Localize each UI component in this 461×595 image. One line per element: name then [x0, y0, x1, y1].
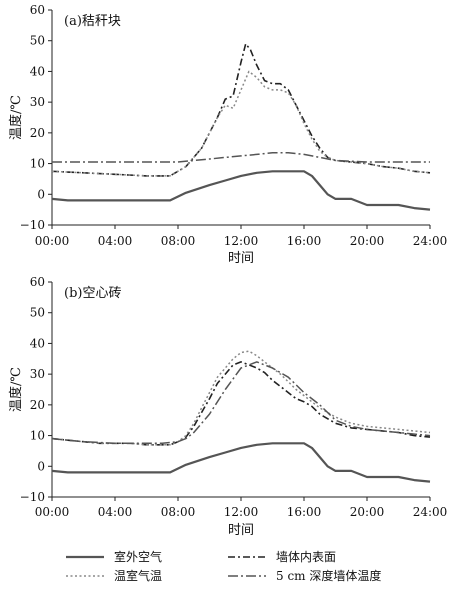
x-tick-label: 04:00: [98, 505, 133, 519]
x-tick-label: 04:00: [98, 234, 133, 248]
y-tick-label: 40: [30, 336, 45, 350]
y-tick-label: −10: [20, 490, 45, 504]
legend-label-greenhouse-air: 温室气温: [114, 568, 162, 583]
x-tick-label: 00:00: [35, 505, 70, 519]
chart-panel-a: 60 50 40 30 20 10 0 −10 00:00 04:00 08:00 12:00 16:0…: [8, 3, 447, 266]
x-axis-title: 时间: [228, 251, 254, 266]
y-tick-label: 10: [30, 429, 45, 443]
legend-label-wall-inner-surface: 墙体内表面: [276, 550, 336, 564]
x-tick-label: 16:00: [287, 234, 322, 248]
x-tick-label: 16:00: [287, 505, 322, 519]
y-tick-label: 30: [30, 367, 45, 381]
x-tick-label: 08:00: [161, 234, 196, 248]
y-axis-title: 温度/℃: [8, 95, 24, 140]
series-line-greenhouse-air: [51, 70, 431, 177]
y-tick-label: −10: [20, 218, 45, 232]
y-tick-label: 60: [30, 275, 45, 289]
series-line-outdoor-air: [51, 442, 431, 483]
legend-label-wall-5cm: 5 cm 深度墙体温度: [276, 568, 381, 583]
y-tick-label: 0: [37, 459, 45, 473]
y-tick-label: 50: [30, 34, 45, 48]
series-line-wall-inner-surface: [51, 42, 431, 177]
panel-label: (a)秸秆块: [64, 14, 121, 29]
series-line-wall-5cm: [52, 152, 430, 163]
x-tick-label: 24:00: [413, 505, 448, 519]
series-line-outdoor-air: [51, 170, 431, 211]
panel-label: (b)空心砖: [64, 286, 121, 301]
series-line-wall-inner-surface: [51, 361, 431, 446]
y-tick-label: 60: [30, 3, 45, 17]
x-tick-label: 20:00: [350, 505, 385, 519]
legend-label-outdoor-air: 室外空气: [114, 549, 162, 564]
x-tick-label: 20:00: [350, 234, 385, 248]
y-axis-title: 温度/℃: [8, 367, 24, 412]
series-line-greenhouse-air: [51, 350, 431, 446]
y-tick-label: 30: [30, 95, 45, 109]
x-tick-label: 24:00: [413, 234, 448, 248]
y-tick-label: 40: [30, 64, 45, 78]
y-tick-label: 20: [30, 398, 45, 412]
x-tick-label: 12:00: [224, 505, 259, 519]
y-tick-label: 50: [30, 306, 45, 320]
y-tick-label: 10: [30, 157, 45, 171]
x-tick-label: 08:00: [161, 505, 196, 519]
x-tick-label: 12:00: [224, 234, 259, 248]
y-tick-label: 0: [37, 187, 45, 201]
x-axis-title: 时间: [228, 523, 254, 538]
x-tick-label: 00:00: [35, 234, 70, 248]
series-line-wall-5cm: [51, 361, 431, 445]
y-tick-label: 20: [30, 126, 45, 140]
